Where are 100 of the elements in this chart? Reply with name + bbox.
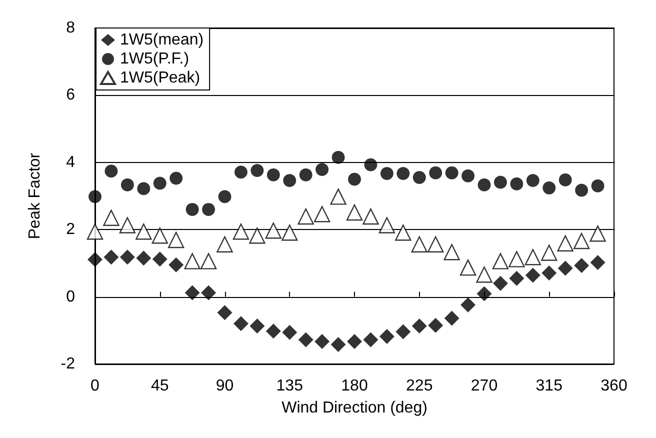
point: [266, 324, 281, 339]
point: [88, 190, 102, 204]
point: [542, 181, 556, 194]
y-axis-title: Peak Factor: [26, 152, 44, 240]
point: [590, 255, 606, 270]
point: [234, 166, 248, 179]
x-tick-label: 315: [536, 378, 563, 394]
x-tick-label: 135: [276, 378, 304, 394]
x-tick-label: 180: [341, 378, 368, 394]
legend-label: 1W5(mean): [120, 32, 204, 48]
point: [362, 208, 379, 225]
point: [429, 166, 442, 180]
point: [168, 257, 184, 272]
point: [265, 222, 282, 239]
point: [314, 334, 330, 349]
y-tick-label: 6: [66, 86, 76, 104]
point: [412, 171, 426, 184]
point: [492, 253, 509, 270]
point: [283, 174, 296, 188]
y-tick-label: 0: [66, 288, 76, 306]
point: [542, 265, 557, 280]
x-tick-label: 360: [600, 378, 628, 394]
point: [378, 217, 396, 234]
point: [558, 173, 572, 186]
point: [460, 259, 476, 276]
point: [184, 285, 200, 300]
point: [476, 286, 492, 302]
x-tick-label: 225: [406, 378, 433, 394]
point: [428, 318, 444, 333]
point: [380, 166, 394, 180]
point: [330, 337, 346, 352]
point: [120, 178, 134, 192]
point: [575, 184, 588, 197]
point: [233, 316, 248, 332]
legend-label: 1W5(Peak): [120, 70, 200, 86]
y-tick-label: 8: [66, 20, 76, 36]
point: [558, 260, 573, 276]
point: [201, 285, 216, 300]
y-tick-label: -2: [60, 356, 76, 372]
point: [524, 249, 542, 266]
point: [508, 251, 525, 268]
point: [136, 250, 152, 266]
point: [525, 268, 540, 283]
point: [217, 305, 232, 320]
point: [348, 172, 361, 186]
point: [379, 328, 394, 344]
x-tick-label: 270: [470, 378, 498, 394]
point: [152, 228, 168, 244]
point: [396, 324, 411, 340]
x-tick-label: 45: [150, 378, 169, 394]
point: [445, 166, 458, 180]
y-tick-label: 2: [66, 221, 76, 238]
point: [186, 202, 199, 216]
point: [232, 224, 250, 240]
point: [137, 182, 150, 196]
point: [411, 236, 428, 252]
point: [444, 310, 460, 326]
point: [557, 235, 574, 252]
point: [104, 250, 119, 265]
point: [395, 224, 412, 241]
point: [462, 169, 475, 182]
point: [119, 217, 136, 234]
point: [170, 172, 183, 185]
point: [573, 232, 590, 250]
point: [314, 206, 330, 222]
point: [574, 258, 590, 274]
point: [444, 244, 460, 260]
point: [250, 318, 265, 334]
point: [476, 266, 492, 283]
point: [460, 297, 476, 312]
point: [184, 253, 200, 270]
point: [316, 162, 329, 176]
point: [200, 253, 217, 270]
point: [250, 164, 264, 177]
point: [591, 179, 604, 192]
point: [492, 276, 508, 291]
point: [153, 176, 166, 190]
point: [509, 270, 524, 286]
point: [249, 228, 266, 244]
point: [298, 208, 314, 225]
point: [216, 236, 233, 252]
point: [526, 174, 540, 188]
point: [347, 334, 362, 349]
point: [396, 166, 410, 180]
point: [86, 224, 104, 240]
point: [510, 177, 524, 190]
point: [541, 244, 558, 261]
point: [427, 236, 444, 252]
point: [266, 168, 280, 182]
point: [152, 252, 168, 267]
point: [103, 210, 120, 226]
point: [168, 232, 184, 248]
point: [104, 164, 118, 178]
x-tick-label: 0: [90, 378, 100, 394]
x-axis-title: Wind Direction (deg): [282, 400, 428, 416]
point: [299, 168, 312, 182]
point: [136, 224, 152, 240]
point: [120, 250, 135, 265]
point: [412, 318, 427, 334]
point: [330, 188, 346, 205]
